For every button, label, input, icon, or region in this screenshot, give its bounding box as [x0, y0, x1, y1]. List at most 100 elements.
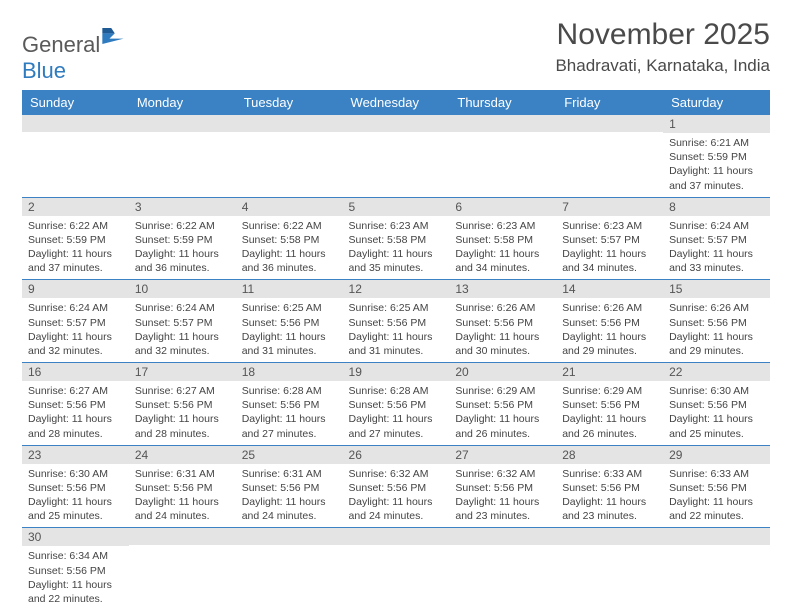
day-number: 27: [449, 446, 556, 464]
weekday-header: Monday: [129, 90, 236, 115]
day-number: 26: [343, 446, 450, 464]
day-number: 7: [556, 198, 663, 216]
day-number: [343, 115, 450, 132]
day-number: 21: [556, 363, 663, 381]
calendar-cell: 29Sunrise: 6:33 AMSunset: 5:56 PMDayligh…: [663, 445, 770, 528]
day-details: Sunrise: 6:31 AMSunset: 5:56 PMDaylight:…: [129, 464, 236, 528]
brand-part2: Blue: [22, 58, 66, 83]
day-number: [556, 115, 663, 132]
day-number: 13: [449, 280, 556, 298]
calendar-cell: 4Sunrise: 6:22 AMSunset: 5:58 PMDaylight…: [236, 197, 343, 280]
day-details: Sunrise: 6:23 AMSunset: 5:58 PMDaylight:…: [343, 216, 450, 280]
day-number: 3: [129, 198, 236, 216]
day-number: 17: [129, 363, 236, 381]
calendar-cell: 15Sunrise: 6:26 AMSunset: 5:56 PMDayligh…: [663, 280, 770, 363]
day-number: 10: [129, 280, 236, 298]
day-number: [663, 528, 770, 545]
calendar-head: SundayMondayTuesdayWednesdayThursdayFrid…: [22, 90, 770, 115]
calendar-cell: 10Sunrise: 6:24 AMSunset: 5:57 PMDayligh…: [129, 280, 236, 363]
day-details: Sunrise: 6:25 AMSunset: 5:56 PMDaylight:…: [343, 298, 450, 362]
day-details: Sunrise: 6:33 AMSunset: 5:56 PMDaylight:…: [556, 464, 663, 528]
weekday-header: Wednesday: [343, 90, 450, 115]
calendar-cell: [236, 115, 343, 197]
day-details: Sunrise: 6:32 AMSunset: 5:56 PMDaylight:…: [449, 464, 556, 528]
calendar-cell: 22Sunrise: 6:30 AMSunset: 5:56 PMDayligh…: [663, 363, 770, 446]
day-details: Sunrise: 6:30 AMSunset: 5:56 PMDaylight:…: [22, 464, 129, 528]
calendar-cell: [663, 528, 770, 610]
calendar-cell: 24Sunrise: 6:31 AMSunset: 5:56 PMDayligh…: [129, 445, 236, 528]
day-details: Sunrise: 6:23 AMSunset: 5:58 PMDaylight:…: [449, 216, 556, 280]
calendar-row: 23Sunrise: 6:30 AMSunset: 5:56 PMDayligh…: [22, 445, 770, 528]
calendar-cell: 19Sunrise: 6:28 AMSunset: 5:56 PMDayligh…: [343, 363, 450, 446]
weekday-header: Friday: [556, 90, 663, 115]
day-details: Sunrise: 6:27 AMSunset: 5:56 PMDaylight:…: [129, 381, 236, 445]
calendar-row: 1Sunrise: 6:21 AMSunset: 5:59 PMDaylight…: [22, 115, 770, 197]
calendar-cell: 8Sunrise: 6:24 AMSunset: 5:57 PMDaylight…: [663, 197, 770, 280]
brand-part1: General: [22, 32, 100, 57]
location-text: Bhadravati, Karnataka, India: [555, 56, 770, 76]
calendar-cell: 13Sunrise: 6:26 AMSunset: 5:56 PMDayligh…: [449, 280, 556, 363]
weekday-header: Saturday: [663, 90, 770, 115]
calendar-cell: 6Sunrise: 6:23 AMSunset: 5:58 PMDaylight…: [449, 197, 556, 280]
calendar-cell: 30Sunrise: 6:34 AMSunset: 5:56 PMDayligh…: [22, 528, 129, 610]
day-number: [236, 528, 343, 545]
day-number: 28: [556, 446, 663, 464]
calendar-cell: 12Sunrise: 6:25 AMSunset: 5:56 PMDayligh…: [343, 280, 450, 363]
calendar-row: 9Sunrise: 6:24 AMSunset: 5:57 PMDaylight…: [22, 280, 770, 363]
flag-icon: [102, 28, 124, 44]
day-number: 14: [556, 280, 663, 298]
header: GeneralBlue November 2025 Bhadravati, Ka…: [22, 18, 770, 84]
calendar-cell: 25Sunrise: 6:31 AMSunset: 5:56 PMDayligh…: [236, 445, 343, 528]
day-details: Sunrise: 6:24 AMSunset: 5:57 PMDaylight:…: [129, 298, 236, 362]
calendar-cell: 28Sunrise: 6:33 AMSunset: 5:56 PMDayligh…: [556, 445, 663, 528]
calendar-cell: 23Sunrise: 6:30 AMSunset: 5:56 PMDayligh…: [22, 445, 129, 528]
calendar-cell: 7Sunrise: 6:23 AMSunset: 5:57 PMDaylight…: [556, 197, 663, 280]
day-number: 9: [22, 280, 129, 298]
calendar-cell: 27Sunrise: 6:32 AMSunset: 5:56 PMDayligh…: [449, 445, 556, 528]
calendar-cell: 26Sunrise: 6:32 AMSunset: 5:56 PMDayligh…: [343, 445, 450, 528]
calendar-row: 30Sunrise: 6:34 AMSunset: 5:56 PMDayligh…: [22, 528, 770, 610]
weekday-header: Tuesday: [236, 90, 343, 115]
brand-logo: GeneralBlue: [22, 18, 124, 84]
calendar-cell: 20Sunrise: 6:29 AMSunset: 5:56 PMDayligh…: [449, 363, 556, 446]
day-details: Sunrise: 6:27 AMSunset: 5:56 PMDaylight:…: [22, 381, 129, 445]
calendar-table: SundayMondayTuesdayWednesdayThursdayFrid…: [22, 90, 770, 610]
day-details: Sunrise: 6:33 AMSunset: 5:56 PMDaylight:…: [663, 464, 770, 528]
day-details: Sunrise: 6:26 AMSunset: 5:56 PMDaylight:…: [663, 298, 770, 362]
calendar-cell: [22, 115, 129, 197]
calendar-cell: [343, 115, 450, 197]
calendar-cell: [236, 528, 343, 610]
day-number: 25: [236, 446, 343, 464]
title-block: November 2025 Bhadravati, Karnataka, Ind…: [555, 18, 770, 76]
day-details: Sunrise: 6:21 AMSunset: 5:59 PMDaylight:…: [663, 133, 770, 197]
day-number: [22, 115, 129, 132]
brand-text: GeneralBlue: [22, 28, 124, 84]
weekday-header: Thursday: [449, 90, 556, 115]
weekday-header: Sunday: [22, 90, 129, 115]
day-details: Sunrise: 6:25 AMSunset: 5:56 PMDaylight:…: [236, 298, 343, 362]
day-number: [129, 528, 236, 545]
day-number: 18: [236, 363, 343, 381]
day-details: Sunrise: 6:26 AMSunset: 5:56 PMDaylight:…: [449, 298, 556, 362]
calendar-cell: 3Sunrise: 6:22 AMSunset: 5:59 PMDaylight…: [129, 197, 236, 280]
month-title: November 2025: [555, 18, 770, 52]
day-details: Sunrise: 6:28 AMSunset: 5:56 PMDaylight:…: [343, 381, 450, 445]
day-number: 8: [663, 198, 770, 216]
day-details: Sunrise: 6:29 AMSunset: 5:56 PMDaylight:…: [556, 381, 663, 445]
calendar-cell: 18Sunrise: 6:28 AMSunset: 5:56 PMDayligh…: [236, 363, 343, 446]
calendar-cell: 1Sunrise: 6:21 AMSunset: 5:59 PMDaylight…: [663, 115, 770, 197]
day-number: 16: [22, 363, 129, 381]
calendar-cell: 11Sunrise: 6:25 AMSunset: 5:56 PMDayligh…: [236, 280, 343, 363]
calendar-row: 2Sunrise: 6:22 AMSunset: 5:59 PMDaylight…: [22, 197, 770, 280]
day-details: Sunrise: 6:26 AMSunset: 5:56 PMDaylight:…: [556, 298, 663, 362]
calendar-cell: 17Sunrise: 6:27 AMSunset: 5:56 PMDayligh…: [129, 363, 236, 446]
day-details: Sunrise: 6:24 AMSunset: 5:57 PMDaylight:…: [663, 216, 770, 280]
day-details: Sunrise: 6:24 AMSunset: 5:57 PMDaylight:…: [22, 298, 129, 362]
day-details: Sunrise: 6:34 AMSunset: 5:56 PMDaylight:…: [22, 546, 129, 610]
day-number: 5: [343, 198, 450, 216]
day-number: 29: [663, 446, 770, 464]
day-details: Sunrise: 6:31 AMSunset: 5:56 PMDaylight:…: [236, 464, 343, 528]
day-number: 11: [236, 280, 343, 298]
day-number: 24: [129, 446, 236, 464]
calendar-cell: [449, 528, 556, 610]
